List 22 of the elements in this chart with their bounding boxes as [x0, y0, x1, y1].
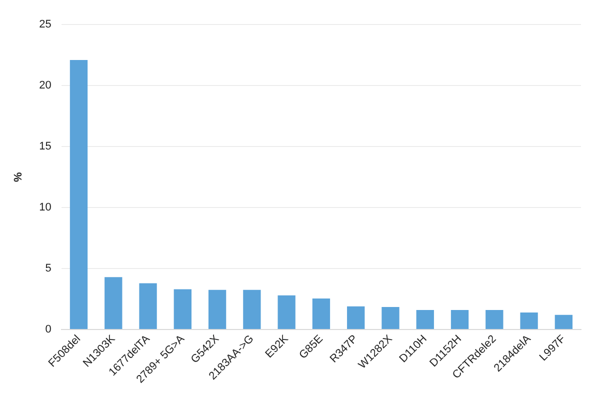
bar	[139, 283, 157, 330]
y-tick-label: 0	[45, 324, 52, 336]
bar	[243, 290, 261, 330]
y-tick-label: 10	[39, 202, 52, 214]
bar	[70, 60, 88, 330]
bar	[382, 306, 400, 330]
bar	[520, 312, 538, 330]
bar	[347, 306, 365, 330]
bar	[486, 310, 504, 330]
bar	[174, 289, 192, 330]
bar	[554, 314, 573, 330]
y-tick-label: 15	[39, 140, 52, 153]
bar	[278, 295, 296, 330]
bar	[104, 277, 122, 330]
bar	[208, 290, 226, 330]
bar	[450, 310, 469, 330]
bar	[416, 310, 434, 330]
y-tick-label: 25	[39, 18, 52, 31]
y-axis-title: %	[12, 172, 25, 182]
y-tick-label: 20	[39, 80, 52, 92]
bar	[312, 298, 330, 330]
y-tick-label: 5	[45, 262, 52, 275]
